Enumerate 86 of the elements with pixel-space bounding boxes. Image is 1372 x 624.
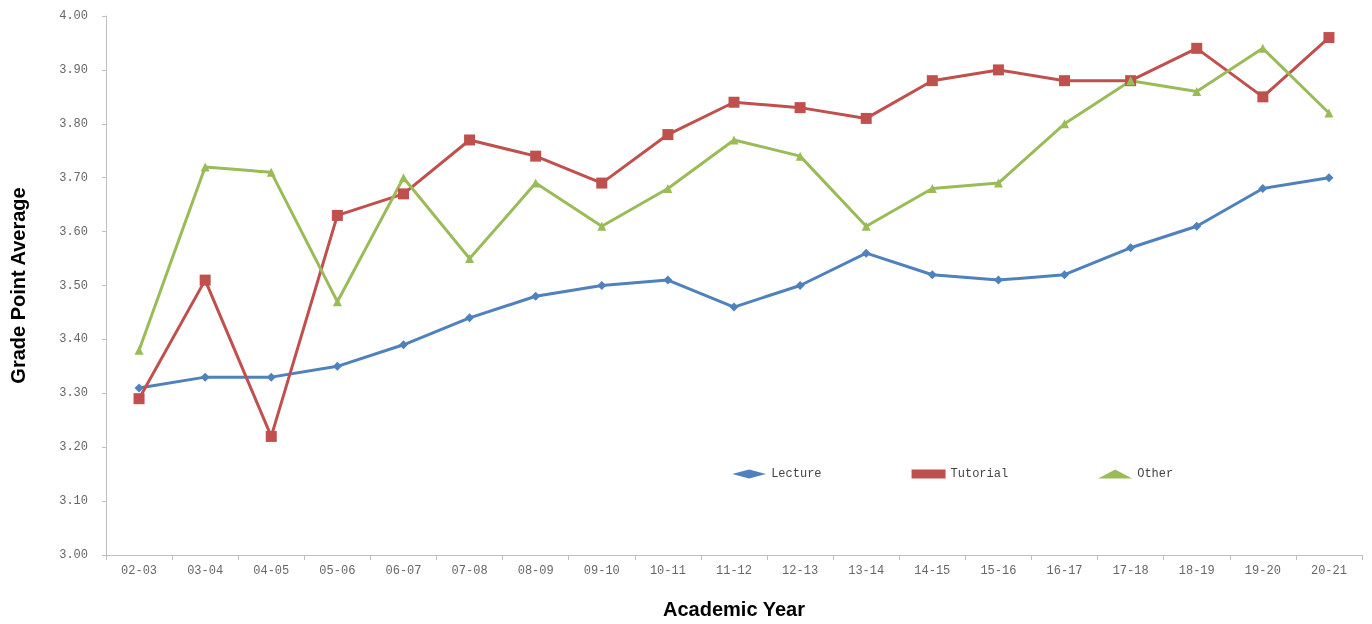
x-tick-label: 16-17 — [1046, 564, 1083, 578]
point — [465, 254, 475, 264]
point — [1324, 108, 1334, 118]
point — [729, 302, 739, 312]
x-tick-label: 19-20 — [1244, 564, 1281, 578]
x-tick-label: 15-16 — [980, 564, 1017, 578]
point — [662, 129, 674, 141]
x-tick-label: 14-15 — [914, 564, 951, 578]
point — [1126, 243, 1136, 253]
point — [729, 135, 739, 145]
point — [663, 183, 673, 193]
point — [794, 102, 806, 114]
y-tick-label: 3.60 — [59, 224, 88, 239]
x-tick-label: 11-12 — [715, 564, 753, 578]
y-tick-label: 3.50 — [59, 278, 88, 293]
x-tick-label: 08-09 — [517, 564, 554, 578]
point — [861, 221, 871, 231]
point — [530, 150, 542, 162]
y-tick-label: 4.00 — [59, 9, 88, 23]
point — [926, 75, 938, 87]
point — [266, 372, 276, 382]
point — [1258, 183, 1268, 193]
x-tick-label: 12-13 — [782, 564, 819, 578]
y-tick-label: 3.80 — [59, 116, 88, 131]
point — [597, 221, 607, 231]
point — [728, 96, 740, 108]
point — [1059, 75, 1071, 87]
x-tick-label: 05-06 — [319, 564, 356, 578]
point — [1257, 91, 1269, 103]
point — [531, 291, 541, 301]
point — [596, 177, 608, 189]
y-tick-label: 3.20 — [59, 440, 88, 455]
y-tick-label: 3.00 — [59, 548, 88, 562]
x-tick-label: 17-18 — [1112, 564, 1149, 578]
point — [663, 275, 673, 285]
x-axis-title: Academic Year — [663, 598, 806, 620]
y-tick-label: 3.30 — [59, 386, 88, 401]
point — [1324, 173, 1334, 183]
point — [200, 372, 210, 382]
x-tick-label: 06-07 — [385, 564, 422, 578]
point — [1192, 221, 1202, 231]
point — [1191, 42, 1203, 54]
y-tick-label: 3.90 — [59, 62, 88, 77]
point — [133, 393, 145, 405]
x-tick-label: 07-08 — [451, 564, 488, 578]
x-tick-label: 18-19 — [1178, 564, 1215, 578]
x-tick-label: 03-04 — [187, 564, 224, 578]
point — [134, 345, 144, 355]
point — [861, 248, 871, 258]
point — [1323, 32, 1335, 44]
x-tick-label: 20-21 — [1310, 564, 1347, 578]
point — [332, 361, 342, 371]
point — [464, 134, 476, 146]
point — [199, 274, 211, 286]
point — [1192, 86, 1202, 96]
x-tick-label: 10-11 — [649, 564, 686, 578]
point — [398, 173, 408, 183]
point — [860, 112, 872, 124]
x-tick-label: 02-03 — [121, 564, 158, 578]
point — [265, 430, 277, 442]
x-tick-label: 04-05 — [253, 564, 290, 578]
legend-label: Lecture — [771, 467, 822, 481]
point — [927, 270, 937, 280]
point — [531, 178, 541, 188]
point — [795, 281, 805, 290]
y-tick-label: 3.10 — [59, 494, 88, 509]
point — [134, 383, 144, 393]
point — [332, 297, 342, 307]
point — [465, 313, 475, 323]
y-tick-label: 3.40 — [59, 332, 88, 347]
point — [266, 167, 276, 177]
point — [992, 64, 1004, 76]
legend-label: Other — [1137, 467, 1174, 481]
y-axis-title: Grade Point Average — [7, 187, 29, 384]
point — [397, 188, 409, 200]
point — [993, 178, 1003, 188]
point — [398, 340, 408, 350]
point — [927, 183, 937, 193]
x-tick-label: 09-10 — [583, 564, 620, 578]
y-tick-label: 3.70 — [59, 170, 88, 185]
point — [1060, 270, 1070, 280]
x-tick-label: 13-14 — [848, 564, 885, 578]
point — [331, 209, 343, 221]
point — [1060, 119, 1070, 129]
point — [597, 281, 607, 290]
legend-label: Tutorial — [950, 467, 1009, 481]
